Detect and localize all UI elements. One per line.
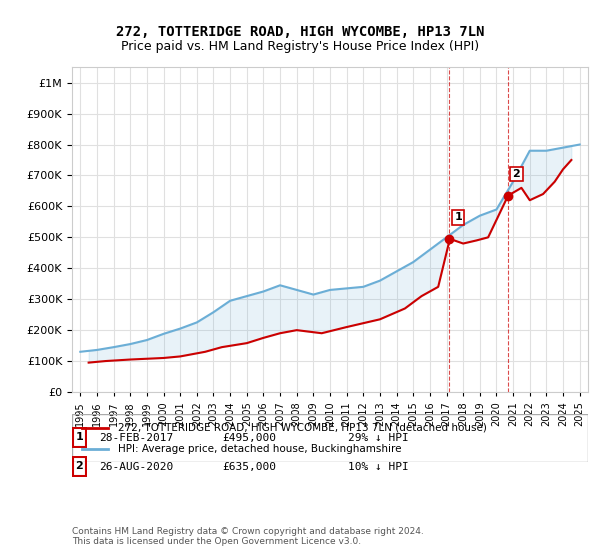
Text: 2: 2 — [512, 169, 520, 179]
Text: 2: 2 — [76, 461, 83, 472]
Text: £635,000: £635,000 — [222, 462, 276, 472]
Text: £495,000: £495,000 — [222, 433, 276, 443]
Text: 26-AUG-2020: 26-AUG-2020 — [99, 462, 173, 472]
Text: 10% ↓ HPI: 10% ↓ HPI — [348, 462, 409, 472]
Text: 272, TOTTERIDGE ROAD, HIGH WYCOMBE, HP13 7LN (detached house): 272, TOTTERIDGE ROAD, HIGH WYCOMBE, HP13… — [118, 423, 487, 433]
Text: 1: 1 — [76, 432, 83, 442]
Text: 28-FEB-2017: 28-FEB-2017 — [99, 433, 173, 443]
Text: Price paid vs. HM Land Registry's House Price Index (HPI): Price paid vs. HM Land Registry's House … — [121, 40, 479, 53]
Text: 1: 1 — [454, 212, 462, 222]
Text: 272, TOTTERIDGE ROAD, HIGH WYCOMBE, HP13 7LN: 272, TOTTERIDGE ROAD, HIGH WYCOMBE, HP13… — [116, 25, 484, 39]
Text: 29% ↓ HPI: 29% ↓ HPI — [348, 433, 409, 443]
Text: Contains HM Land Registry data © Crown copyright and database right 2024.
This d: Contains HM Land Registry data © Crown c… — [72, 526, 424, 546]
Text: HPI: Average price, detached house, Buckinghamshire: HPI: Average price, detached house, Buck… — [118, 444, 402, 454]
